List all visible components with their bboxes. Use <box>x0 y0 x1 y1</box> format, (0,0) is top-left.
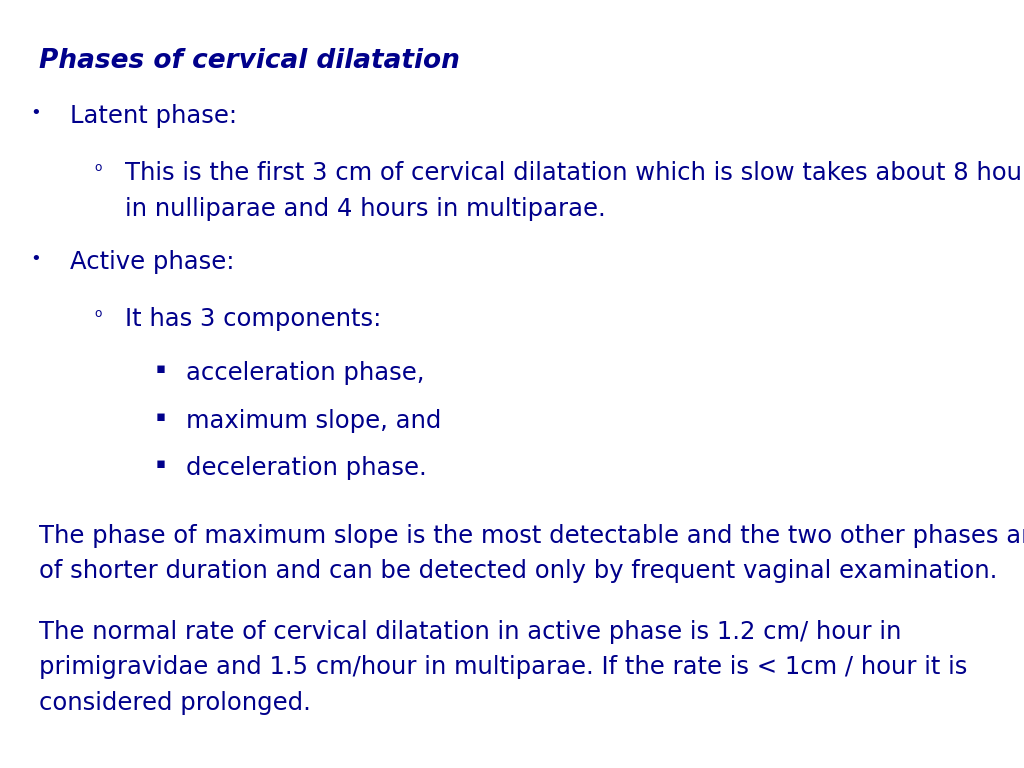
Text: ▪: ▪ <box>156 409 166 424</box>
Text: The phase of maximum slope is the most detectable and the two other phases are
o: The phase of maximum slope is the most d… <box>39 524 1024 583</box>
Text: ▪: ▪ <box>156 361 166 376</box>
Text: •: • <box>31 104 41 121</box>
Text: o: o <box>94 161 101 174</box>
Text: The normal rate of cervical dilatation in active phase is 1.2 cm/ hour in
primig: The normal rate of cervical dilatation i… <box>39 620 968 714</box>
Text: o: o <box>94 307 101 320</box>
Text: This is the first 3 cm of cervical dilatation which is slow takes about 8 hours
: This is the first 3 cm of cervical dilat… <box>125 161 1024 220</box>
Text: •: • <box>31 250 41 267</box>
Text: Active phase:: Active phase: <box>70 250 234 273</box>
Text: acceleration phase,: acceleration phase, <box>186 361 425 385</box>
Text: ▪: ▪ <box>156 456 166 472</box>
Text: maximum slope, and: maximum slope, and <box>186 409 441 432</box>
Text: deceleration phase.: deceleration phase. <box>186 456 427 480</box>
Text: Phases of cervical dilatation: Phases of cervical dilatation <box>39 48 460 74</box>
Text: Latent phase:: Latent phase: <box>70 104 237 127</box>
Text: It has 3 components:: It has 3 components: <box>125 307 381 331</box>
